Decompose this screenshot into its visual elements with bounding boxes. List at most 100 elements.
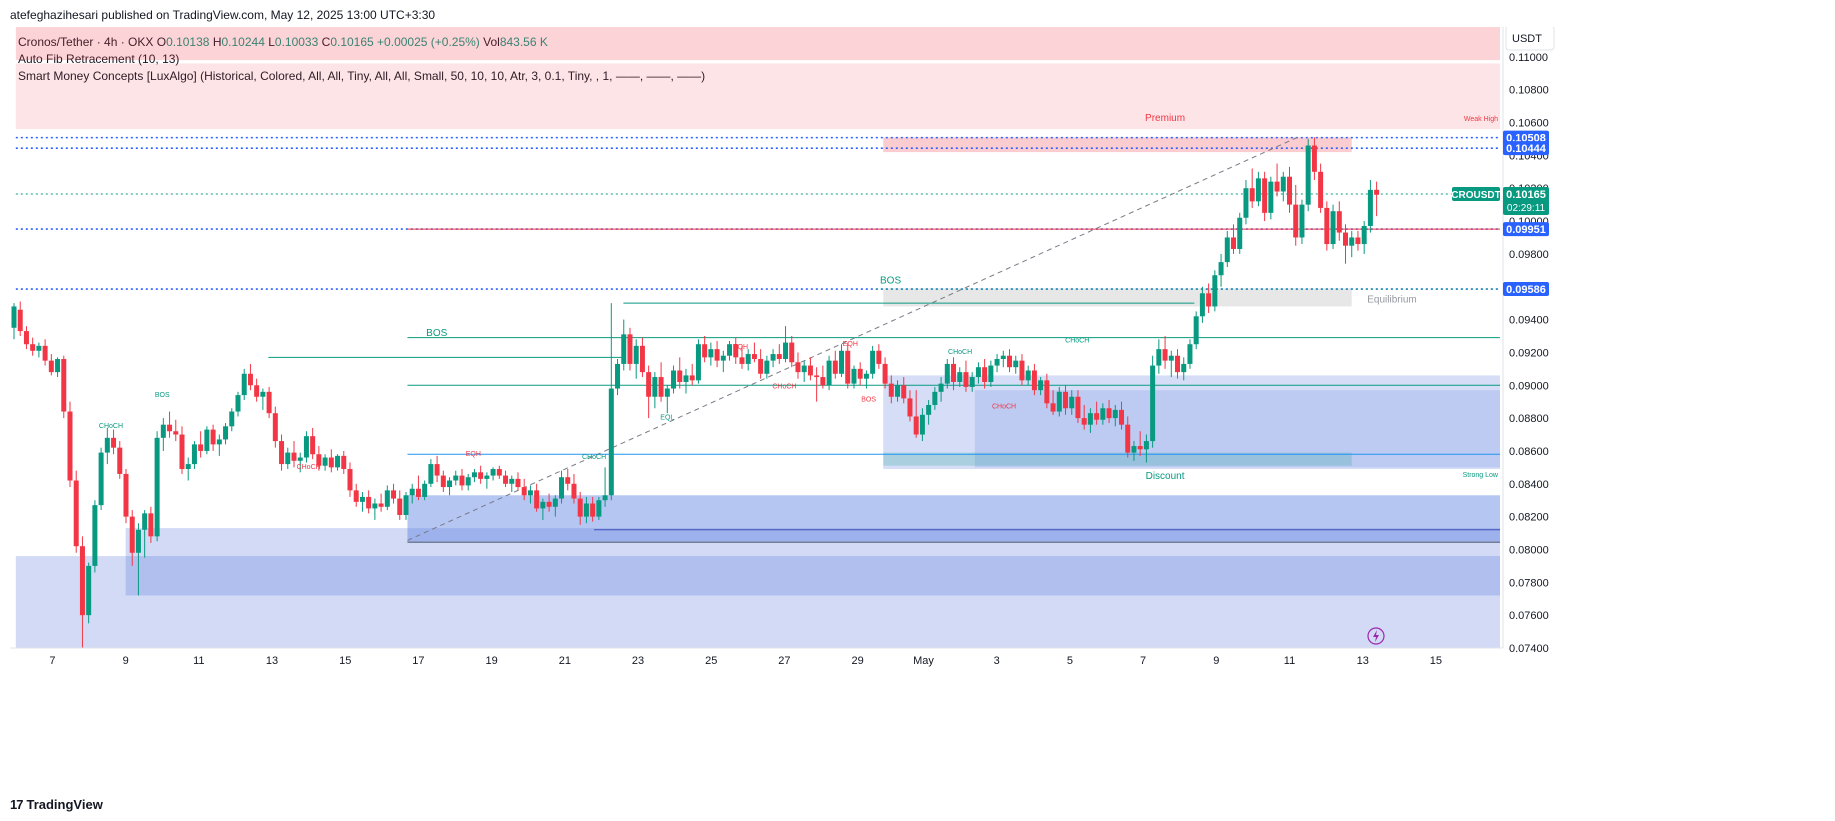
low-value: 0.10033: [274, 35, 319, 49]
candle-body: [440, 475, 446, 488]
candle-body: [1199, 293, 1205, 317]
candle-body: [807, 365, 813, 376]
candle-body: [1187, 344, 1193, 364]
candle-body: [1168, 355, 1174, 361]
tradingview-brand[interactable]: 17 TradingView: [10, 797, 103, 812]
x-tick-label: 7: [49, 655, 55, 667]
indicator-smc[interactable]: Smart Money Concepts [LuxAlgo] (Historic…: [18, 69, 706, 83]
candle-body: [1212, 275, 1218, 307]
candle-body: [1150, 365, 1156, 442]
candle-body: [534, 490, 540, 509]
y-tick-label: 0.09200: [1509, 347, 1549, 359]
candle-body: [882, 363, 888, 384]
candle-body: [185, 464, 191, 470]
candle-body: [1268, 181, 1274, 213]
candle-body: [1287, 176, 1293, 205]
candle-body: [932, 391, 938, 405]
candle-body: [391, 490, 397, 499]
candle-body: [1318, 171, 1324, 208]
candle-body: [1274, 181, 1280, 192]
structure-label: EQH: [733, 344, 748, 351]
candle-body: [608, 388, 614, 496]
candle-body: [135, 529, 141, 553]
structure-label: CHoCH: [582, 454, 606, 461]
y-tick-label: 0.07800: [1509, 577, 1549, 589]
candle-body: [1031, 370, 1037, 391]
candle-body: [23, 331, 29, 345]
candle-body: [465, 477, 471, 486]
candle-body: [888, 383, 894, 397]
candlestick-chart[interactable]: Premium Equilibrium Discount Weak High Stron…: [0, 27, 1835, 790]
candle-body: [982, 367, 988, 382]
close-value: 0.10165: [330, 35, 374, 49]
candle-body: [689, 375, 695, 381]
candle-body: [266, 391, 272, 414]
candle-body: [235, 395, 241, 412]
change-value: +0.00025 (+0.25%): [377, 35, 480, 49]
candle-body: [503, 475, 509, 484]
y-tick-label: 0.10600: [1509, 118, 1549, 130]
candle-body: [559, 477, 565, 499]
y-tick-label: 0.08800: [1509, 413, 1549, 425]
candle-body: [615, 363, 621, 389]
candle-body: [1206, 293, 1212, 307]
candle-body: [1131, 446, 1137, 453]
brand-name: TradingView: [26, 797, 103, 812]
candle-body: [1013, 360, 1019, 368]
candle-body: [1193, 316, 1199, 345]
y-tick-label: 0.09800: [1509, 249, 1549, 261]
candle-body: [198, 444, 204, 451]
candle-body: [1361, 225, 1367, 245]
zone-box: [883, 137, 1352, 153]
candle-body: [646, 372, 652, 397]
candle-body: [322, 457, 328, 466]
candle-body: [577, 498, 583, 517]
symbol-title[interactable]: Cronos/Tether · 4h · OKX: [18, 35, 154, 49]
currency-label: USDT: [1512, 33, 1542, 45]
indicator-fib[interactable]: Auto Fib Retracement (10, 13): [18, 52, 180, 66]
price-tag-label: 0.09586: [1506, 284, 1546, 296]
structure-label: CHoCH: [1065, 338, 1089, 345]
candle-body: [98, 452, 104, 506]
candle-body: [801, 365, 807, 373]
candle-body: [111, 437, 117, 448]
candle-body: [316, 454, 322, 466]
zone-box: [125, 528, 1500, 596]
zone-box: [15, 63, 1501, 130]
candle-body: [1181, 363, 1187, 373]
open-label: O: [156, 35, 167, 49]
candle-body: [204, 429, 210, 451]
price-tag: [1503, 222, 1549, 237]
price-tag-label: 0.09951: [1506, 224, 1546, 236]
y-tick-label: 0.09400: [1509, 315, 1549, 327]
candle-body: [104, 437, 110, 453]
candle-body: [1374, 189, 1380, 195]
candle-body: [596, 500, 602, 517]
candle-body: [789, 342, 795, 363]
candle-body: [521, 487, 527, 496]
strong-low-label: Strong Low: [1463, 472, 1499, 479]
candle-body: [1075, 396, 1081, 419]
candle-body: [820, 377, 826, 386]
candle-body: [353, 490, 359, 502]
candle-body: [639, 345, 645, 373]
weak-high-label: Weak High: [1464, 116, 1498, 123]
candle-body: [291, 452, 297, 461]
candle-body: [92, 505, 98, 566]
candle-body: [471, 472, 477, 478]
candle-body: [241, 373, 247, 396]
equilibrium-label: Equilibrium: [1367, 294, 1416, 305]
candle-body: [303, 436, 309, 458]
candle-body: [695, 344, 701, 381]
last-price-tag: [1503, 186, 1549, 215]
lightning-icon: [1367, 627, 1385, 645]
candle-body: [490, 469, 496, 476]
price-tag: [1503, 130, 1549, 145]
candle-body: [1299, 204, 1305, 238]
candle-body: [1069, 396, 1075, 409]
candle-body: [683, 375, 689, 382]
candle-body: [658, 377, 664, 397]
candle-body: [484, 475, 490, 479]
candle-body: [957, 372, 963, 382]
candle-body: [1125, 424, 1131, 453]
